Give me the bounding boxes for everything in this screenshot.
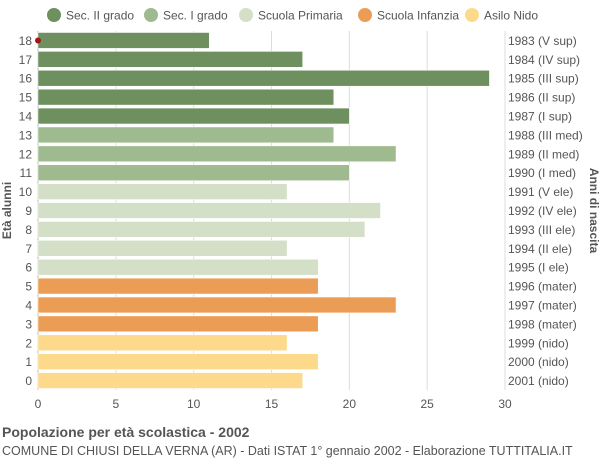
birth-year-label: 1991 (V ele) <box>508 185 573 199</box>
age-tick-label: 7 <box>25 242 32 256</box>
age-tick-label: 9 <box>25 204 32 218</box>
legend-marker <box>465 8 479 22</box>
birth-year-label: 1997 (mater) <box>508 298 577 312</box>
x-tick-label: 15 <box>265 397 279 411</box>
age-tick-label: 18 <box>19 34 33 48</box>
birth-year-label: 2001 (nido) <box>508 374 569 388</box>
birth-year-label: 1990 (I med) <box>508 166 576 180</box>
y-axis-title: Età alunni <box>0 182 14 239</box>
row-marker-dot <box>35 37 41 44</box>
age-tick-label: 2 <box>25 336 32 350</box>
legend-marker <box>358 8 372 22</box>
birth-year-label: 1988 (III med) <box>508 128 583 142</box>
birth-year-label: 1996 (mater) <box>508 280 577 294</box>
age-tick-label: 8 <box>25 223 32 237</box>
bar <box>37 353 319 370</box>
age-tick-label: 17 <box>19 53 33 67</box>
age-tick-label: 15 <box>19 91 33 105</box>
birth-year-label: 1994 (II ele) <box>508 242 572 256</box>
bar <box>37 240 288 257</box>
x-tick-label: 25 <box>420 397 434 411</box>
bar <box>37 258 319 276</box>
legend-label: Sec. I grado <box>163 9 228 23</box>
legend-marker <box>47 8 61 22</box>
bar <box>37 32 210 49</box>
x-tick-label: 10 <box>187 397 201 411</box>
birth-year-label: 2000 (nido) <box>508 355 569 369</box>
bar <box>37 70 490 87</box>
bar <box>37 145 397 163</box>
y-axis-title-right: Anni di nascita <box>587 168 600 254</box>
birth-year-label: 1992 (IV ele) <box>508 204 577 218</box>
bar <box>37 277 319 295</box>
age-tick-label: 11 <box>20 166 33 180</box>
x-tick-label: 30 <box>498 397 512 411</box>
birth-year-label: 1998 (mater) <box>508 317 577 331</box>
legend-label: Sec. II grado <box>66 9 134 23</box>
legend-label: Scuola Primaria <box>258 9 343 23</box>
age-tick-label: 14 <box>19 110 33 124</box>
age-tick-label: 13 <box>19 128 33 142</box>
birth-year-label: 1985 (III sup) <box>508 72 579 86</box>
x-tick-label: 0 <box>35 397 42 411</box>
birth-year-label: 1986 (II sup) <box>508 91 575 105</box>
birth-year-label: 1993 (III ele) <box>508 223 575 237</box>
bar <box>37 334 288 351</box>
age-tick-label: 0 <box>25 374 32 388</box>
age-tick-label: 10 <box>19 185 33 199</box>
bar <box>37 164 350 181</box>
bar <box>37 202 381 219</box>
bar <box>37 51 303 68</box>
birth-year-label: 1984 (IV sup) <box>508 53 580 67</box>
x-tick-label: 5 <box>112 397 119 411</box>
bar <box>37 372 303 389</box>
x-tick-label: 20 <box>343 397 357 411</box>
legend-marker <box>144 8 158 22</box>
legend-marker <box>239 8 253 22</box>
bar-chart: Sec. II grado Sec. I grado Scuola Primaria… <box>0 8 600 411</box>
birth-year-label: 1995 (I ele) <box>508 261 569 275</box>
bar <box>37 221 366 238</box>
age-tick-label: 4 <box>25 298 32 312</box>
bar <box>37 183 288 200</box>
age-tick-label: 5 <box>25 280 32 294</box>
bar <box>37 88 335 106</box>
age-tick-label: 1 <box>25 355 32 369</box>
birth-year-label: 1987 (I sup) <box>508 110 572 124</box>
age-tick-label: 12 <box>19 147 33 161</box>
age-tick-label: 3 <box>25 317 32 331</box>
birth-year-label: 1989 (II med) <box>508 147 579 161</box>
bar <box>37 315 319 333</box>
birth-year-label: 1983 (V sup) <box>508 34 577 48</box>
bar <box>37 107 350 125</box>
bar <box>37 296 397 314</box>
chart-title: Popolazione per età scolastica - 2002 <box>2 424 250 440</box>
birth-year-label: 1999 (nido) <box>508 336 569 350</box>
bar <box>37 126 335 144</box>
age-tick-label: 6 <box>25 261 32 275</box>
age-tick-label: 16 <box>19 72 33 86</box>
legend-label: Scuola Infanzia <box>377 9 459 23</box>
legend-label: Asilo Nido <box>484 9 538 23</box>
chart-subtitle: COMUNE DI CHIUSI DELLA VERNA (AR) - Dati… <box>2 444 573 458</box>
